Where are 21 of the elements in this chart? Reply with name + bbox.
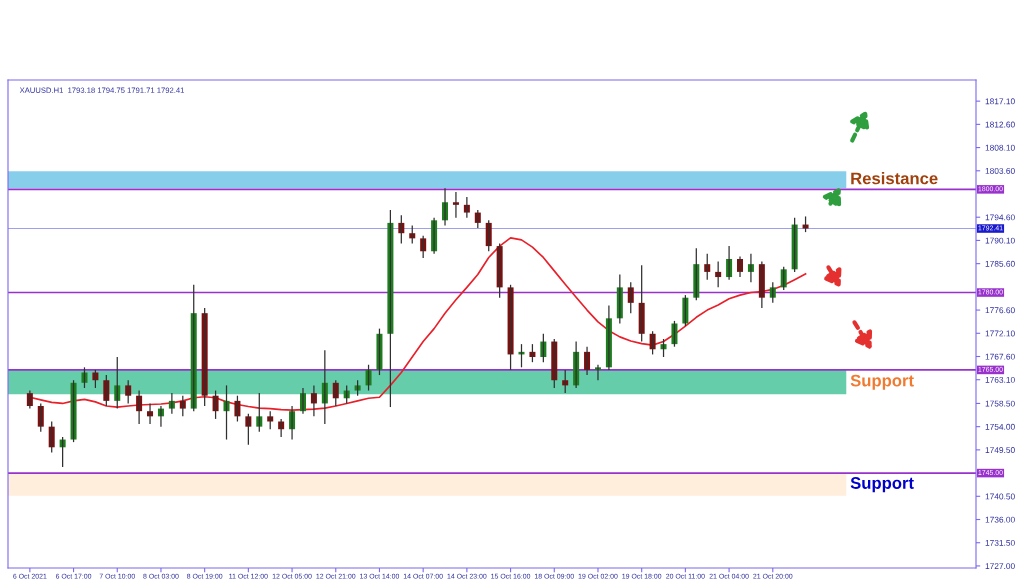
band-label: Support — [850, 477, 914, 493]
y-tick-label: 1736.00 — [985, 516, 1015, 523]
y-tick-label: 1772.10 — [985, 330, 1015, 337]
y-tick-label: 1808.10 — [985, 144, 1015, 151]
y-tick-label: 1790.10 — [985, 237, 1015, 244]
y-tick-label: 1740.50 — [985, 493, 1015, 500]
band-label: Support — [850, 374, 914, 390]
y-tick-label: 1803.60 — [985, 167, 1015, 174]
y-tick-label: 1812.60 — [985, 121, 1015, 128]
y-tick-label: 1817.10 — [985, 98, 1015, 105]
y-tick-label: 1758.50 — [985, 400, 1015, 407]
y-tick-label: 1763.10 — [985, 376, 1015, 383]
y-tick-label: 1785.60 — [985, 260, 1015, 267]
y-tick-label: 1794.60 — [985, 214, 1015, 221]
y-tick-label: 1749.50 — [985, 447, 1015, 453]
y-tick-label: 1727.00 — [985, 563, 1015, 570]
y-tick-label: 1767.60 — [985, 353, 1015, 360]
y-tick-label: 1731.50 — [985, 539, 1015, 546]
band-label: Resistance — [851, 172, 938, 185]
y-tick-label: 1776.60 — [985, 307, 1015, 314]
y-tick-label: 1754.00 — [985, 423, 1015, 430]
